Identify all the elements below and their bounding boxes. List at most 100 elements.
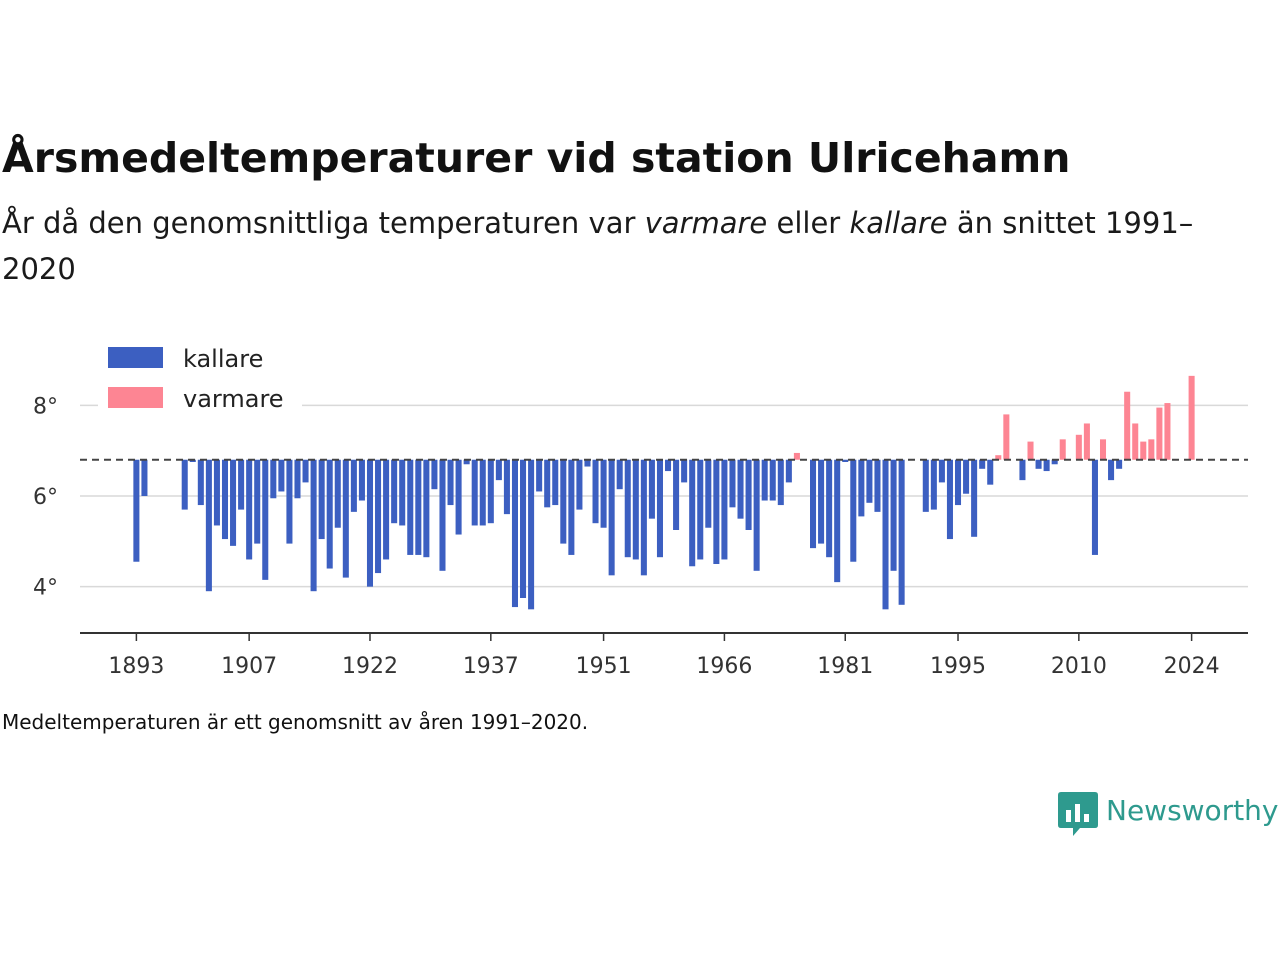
bar-warmer-2018: [1140, 441, 1147, 460]
bar-colder-1969: [745, 459, 752, 530]
bar-colder-1958: [656, 459, 663, 558]
subtitle-text-start: År då den genomsnittliga temperaturen va…: [2, 206, 645, 240]
bar-colder-1997: [971, 459, 978, 537]
bar-colder-1943: [536, 459, 543, 492]
bar-colder-1979: [826, 459, 833, 558]
bar-colder-1922: [366, 459, 374, 587]
bar-colder-1995: [954, 459, 962, 506]
bar-colder-1982: [850, 459, 857, 562]
legend-swatch-warmer: [108, 387, 163, 408]
x-tick-label: 1966: [696, 654, 752, 679]
subtitle-text-middle: eller: [767, 206, 850, 240]
bar-colder-1924: [383, 459, 390, 560]
chart-subtitle: År då den genomsnittliga temperaturen va…: [2, 200, 1242, 292]
bar-colder-1939: [503, 459, 510, 515]
bar-warmer-2013: [1099, 439, 1107, 460]
bar-warmer-2001: [1003, 414, 1010, 460]
bar-colder-1965: [713, 459, 720, 564]
bar-colder-2005: [1035, 459, 1042, 469]
bar-colder-1954: [624, 459, 631, 558]
bar-colder-1938: [495, 459, 502, 481]
subtitle-cold-word: kallare: [849, 206, 948, 240]
bar-colder-1941: [520, 459, 527, 598]
bar-colder-1960: [673, 459, 680, 530]
bar-colder-1942: [528, 459, 535, 610]
x-tick-label: 1951: [576, 654, 632, 679]
bar-warmer-2024: [1188, 375, 1195, 460]
bar-colder-1964: [705, 459, 712, 528]
x-tick-label: 1937: [463, 654, 519, 679]
subtitle-text-end: än snittet 1991–2020: [2, 206, 1194, 286]
bar-colder-1930: [431, 459, 438, 490]
bar-colder-1994: [946, 459, 953, 540]
bar-warmer-2010: [1075, 434, 1082, 460]
bar-colder-1987: [890, 459, 897, 571]
bar-colder-1972: [769, 459, 776, 501]
bar-colder-1923: [375, 459, 382, 574]
bar-colder-1931: [439, 459, 446, 571]
bar-colder-1959: [665, 459, 672, 472]
bar-colder-1905: [230, 459, 237, 546]
bar-colder-1926: [399, 459, 406, 526]
chart-title: Årsmedeltemperaturer vid station Ulriceh…: [2, 134, 1071, 182]
newsworthy-brand[interactable]: Newsworthy: [1058, 790, 1279, 838]
bar-colder-1949: [584, 459, 591, 467]
bar-colder-2014: [1108, 459, 1115, 481]
bar-colder-1914: [302, 459, 309, 483]
bar-colder-1918: [334, 459, 341, 528]
x-tick-label: 2010: [1051, 654, 1107, 679]
bar-colder-1932: [447, 459, 454, 506]
bar-colder-1919: [342, 459, 349, 578]
bar-colder-1962: [689, 459, 696, 567]
bar-warmer-2011: [1083, 423, 1090, 460]
bar-warmer-2016: [1124, 391, 1131, 460]
bar-colder-1917: [326, 459, 333, 569]
bar-colder-1904: [221, 459, 229, 540]
bar-colder-1934: [463, 459, 470, 465]
bar-colder-2012: [1091, 459, 1098, 555]
bar-colder-1906: [238, 459, 245, 510]
bar-colder-2003: [1019, 459, 1026, 481]
bar-colder-1901: [197, 459, 204, 506]
bar-colder-1957: [648, 459, 655, 519]
bar-colder-1910: [270, 459, 277, 499]
bar-colder-1986: [882, 459, 889, 610]
bar-colder-1971: [761, 459, 768, 501]
bar-colder-1940: [511, 459, 518, 608]
bar-colder-1970: [753, 459, 760, 571]
bar-colder-1953: [616, 459, 623, 490]
bar-colder-1933: [455, 459, 462, 535]
bar-colder-1955: [632, 459, 639, 560]
bar-colder-1993: [938, 459, 945, 483]
bar-colder-1894: [141, 459, 148, 496]
bar-colder-1900: [189, 459, 196, 462]
bar-colder-2007: [1051, 459, 1058, 465]
bar-warmer-1975: [793, 452, 800, 460]
bar-colder-1974: [785, 459, 792, 483]
bar-colder-1909: [262, 459, 269, 580]
bar-colder-1947: [568, 459, 575, 555]
y-tick-label: 4°: [33, 576, 58, 601]
bar-colder-1977: [810, 459, 817, 549]
bar-colder-1913: [294, 459, 301, 499]
x-tick-label: 1995: [930, 654, 986, 679]
bar-colder-1961: [681, 459, 688, 483]
bar-warmer-2019: [1148, 439, 1155, 460]
bar-colder-1998: [979, 459, 986, 469]
bar-colder-1936: [479, 459, 486, 526]
bar-warmer-2008: [1059, 439, 1066, 460]
bar-colder-1893: [133, 459, 140, 562]
temperature-bar-chart: 4° 6° 8° 1893 1907 1922 1937 1951 1966 1981 1995 20…: [33, 338, 1248, 679]
bar-colder-1945: [552, 459, 559, 506]
legend-swatch-colder: [108, 347, 163, 368]
bar-colder-1967: [729, 459, 736, 508]
bar-colder-1992: [930, 459, 937, 510]
bar-warmer-2021: [1164, 403, 1171, 460]
legend-label-warmer: varmare: [183, 385, 284, 413]
bar-colder-1980: [834, 459, 841, 583]
bar-colder-1908: [254, 459, 261, 544]
bar-colder-1912: [286, 459, 293, 544]
bar-colder-1991: [922, 459, 929, 512]
subtitle-warm-word: varmare: [644, 206, 768, 240]
bar-colder-1952: [608, 459, 615, 576]
